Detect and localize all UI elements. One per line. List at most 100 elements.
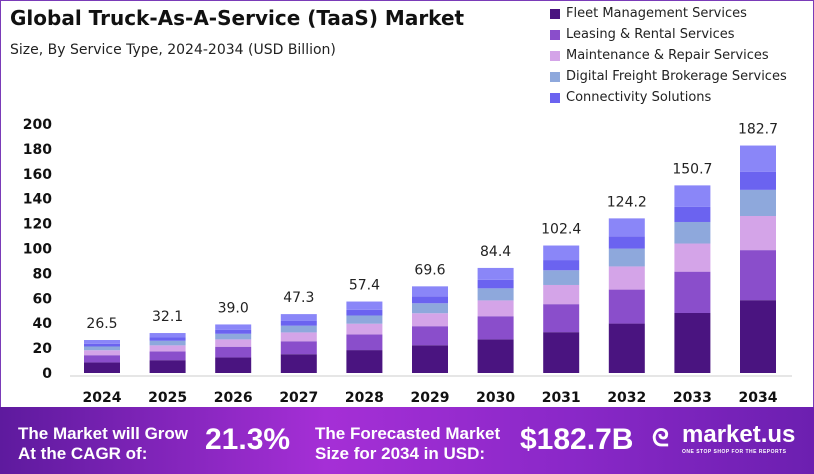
- bar-total-label: 124.2: [607, 194, 647, 210]
- legend-swatch: [550, 50, 560, 61]
- bar-segment: [740, 300, 776, 373]
- chart-svg: 0 20 40 60 80 100 120 140 160 180 200 26.5 2024 32.1 2…: [23, 117, 792, 406]
- bar-segment: [280, 332, 317, 342]
- bar-segment: [412, 303, 448, 314]
- legend-label: Digital Freight Brokerage Services: [566, 69, 787, 84]
- bar-segment: [215, 333, 252, 340]
- bar-segment: [543, 304, 580, 333]
- y-tick-label: 120: [23, 217, 52, 233]
- y-tick-label: 140: [23, 192, 52, 208]
- bar-segment: [477, 339, 514, 373]
- brand-tagline: ONE STOP SHOP FOR THE REPORTS: [682, 449, 787, 455]
- bar-segment: [84, 362, 120, 373]
- bar-segment: [412, 326, 448, 346]
- bar-segment: [84, 355, 120, 363]
- bar-segment: [346, 334, 383, 351]
- bar-segment: [84, 346, 120, 351]
- legend-item: Digital Freight Brokerage Services: [550, 66, 787, 87]
- legend-swatch: [550, 8, 560, 19]
- bar-segment: [412, 313, 448, 327]
- x-tick-label: 2030: [476, 390, 515, 406]
- legend-label: Fleet Management Services: [566, 6, 747, 21]
- bar-total-label: 32.1: [152, 309, 183, 325]
- bar-segment: [608, 323, 645, 373]
- legend-swatch: [550, 29, 560, 40]
- bar-segment: [412, 296, 448, 304]
- bar-segment: [84, 343, 120, 347]
- x-tick-label: 2024: [83, 390, 122, 406]
- x-tick-label: 2025: [148, 390, 187, 406]
- x-tick-label: 2026: [214, 390, 253, 406]
- bar-segment: [477, 300, 514, 317]
- summary-banner: The Market will Grow At the CAGR of: 21.3…: [0, 407, 814, 474]
- bar-total-label: 182.7: [738, 122, 778, 138]
- bar-segment: [674, 185, 711, 207]
- bar-segment: [674, 312, 711, 373]
- y-tick-label: 160: [23, 167, 52, 183]
- bar-segment: [346, 315, 383, 324]
- bar-segment: [477, 279, 514, 289]
- bar-segment: [543, 270, 580, 285]
- bar-segment: [674, 221, 711, 244]
- bar-total-label: 47.3: [283, 290, 314, 306]
- bar-segment: [477, 288, 514, 301]
- bar-segment: [346, 309, 383, 316]
- bar-segment: [740, 145, 776, 172]
- brand-logo-icon: ᘓ: [652, 425, 669, 452]
- brand-name: market.us: [682, 421, 796, 448]
- bar-segment: [608, 218, 645, 237]
- bar-segment: [608, 289, 645, 324]
- bar-segment: [84, 350, 120, 356]
- bar-segment: [608, 236, 645, 249]
- bar-total-label: 39.0: [218, 300, 249, 316]
- bar-segment: [149, 345, 186, 352]
- x-tick-label: 2034: [739, 390, 778, 406]
- x-tick-label: 2033: [673, 390, 712, 406]
- x-tick-label: 2028: [345, 390, 384, 406]
- chart-title: Global Truck-As-A-Service (TaaS) Market: [10, 6, 465, 30]
- bar-segment: [543, 260, 580, 271]
- legend-item: Fleet Management Services: [550, 3, 787, 24]
- bar-segment: [674, 271, 711, 313]
- x-tick-label: 2031: [542, 390, 581, 406]
- bar-segment: [412, 345, 448, 373]
- bar-segment: [608, 266, 645, 290]
- legend-item: Leasing & Rental Services: [550, 24, 787, 45]
- bar-segment: [215, 357, 252, 373]
- bar-segment: [280, 354, 317, 373]
- bar-segment: [149, 333, 186, 338]
- bar-segment: [543, 332, 580, 373]
- bar-segment: [215, 329, 252, 334]
- forecast-label: The Forecasted Market Size for 2034 in US…: [315, 424, 501, 463]
- bar-segment: [149, 337, 186, 341]
- cagr-label: The Market will Grow At the CAGR of:: [18, 424, 189, 463]
- bar-segment: [543, 284, 580, 305]
- bar-segment: [740, 250, 776, 301]
- legend-label: Leasing & Rental Services: [566, 27, 735, 42]
- bar-segment: [674, 206, 711, 222]
- bar-segment: [412, 286, 448, 297]
- bar-segment: [149, 360, 186, 373]
- bar-total-label: 150.7: [672, 161, 712, 177]
- bar-segment: [477, 267, 514, 280]
- legend-item: Connectivity Solutions: [550, 87, 787, 108]
- y-tick-label: 0: [42, 366, 52, 382]
- bar-segment: [346, 350, 383, 373]
- bar-segment: [346, 301, 383, 310]
- legend: Fleet Management Services Leasing & Renta…: [550, 3, 787, 108]
- bar-segment: [215, 346, 252, 358]
- legend-label: Maintenance & Repair Services: [566, 48, 769, 63]
- bar-total-label: 84.4: [480, 244, 511, 260]
- cagr-value: 21.3%: [205, 423, 291, 456]
- chart-subtitle: Size, By Service Type, 2024-2034 (USD Bi…: [10, 42, 336, 58]
- bar-segment: [543, 245, 580, 261]
- legend-swatch: [550, 71, 560, 82]
- forecast-value: $182.7B: [520, 423, 634, 456]
- legend-label: Connectivity Solutions: [566, 90, 712, 105]
- bar-total-label: 26.5: [86, 316, 117, 332]
- bar-segment: [149, 351, 186, 361]
- bar-segment: [215, 339, 252, 347]
- bar-segment: [280, 341, 317, 355]
- bar-segment: [346, 323, 383, 335]
- bar-segment: [149, 340, 186, 346]
